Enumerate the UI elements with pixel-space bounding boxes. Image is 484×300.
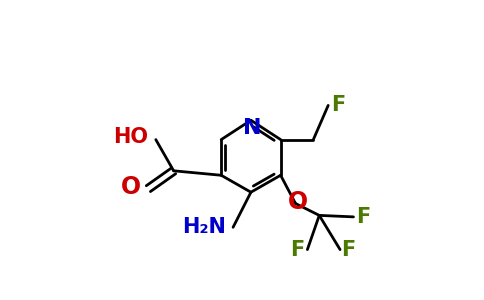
Text: F: F — [342, 240, 356, 260]
Text: F: F — [331, 95, 346, 116]
Text: F: F — [290, 240, 304, 260]
Text: F: F — [356, 207, 371, 227]
Text: H₂N: H₂N — [182, 217, 226, 237]
Text: O: O — [288, 190, 308, 214]
Text: HO: HO — [113, 127, 149, 147]
Text: O: O — [121, 175, 141, 199]
Text: N: N — [243, 118, 262, 138]
